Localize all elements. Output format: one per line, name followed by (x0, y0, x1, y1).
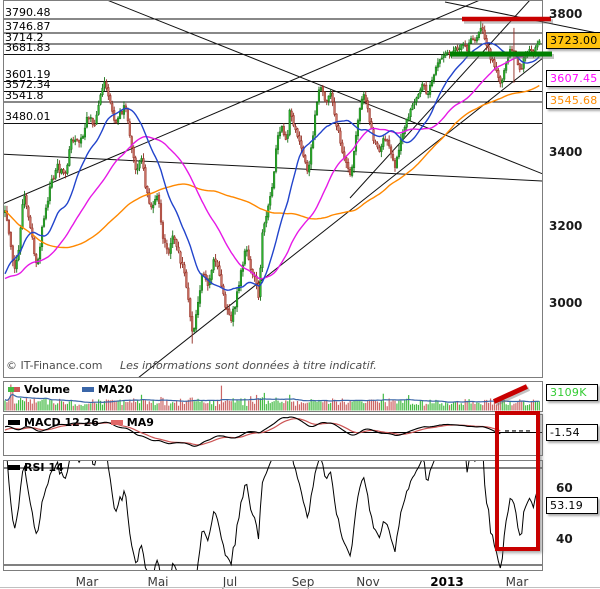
price-level-label: 3480.01 (5, 110, 51, 124)
rsi-chart (4, 461, 542, 570)
price-level-label: 3601.19 (5, 68, 51, 82)
month-label: Mar (505, 575, 529, 589)
rsi-value-box: 53.19 (546, 497, 598, 514)
price-level-label: 3714.2 (5, 30, 44, 44)
ma-magenta-value-box: 3607.45 (546, 70, 600, 87)
month-label: Mar (75, 575, 99, 589)
volume-legend-label: Volume (24, 383, 70, 396)
right-axis-label: 3800 (549, 7, 583, 21)
volume-value-box: 3109K (546, 384, 598, 401)
copyright-line: © IT-Finance.com Les informations sont d… (6, 359, 377, 372)
macd-line-icon (8, 420, 20, 425)
red-highlight-rectangle (495, 411, 540, 551)
volume-ma20-icon (81, 387, 94, 392)
copyright-text: © IT-Finance.com (6, 359, 103, 372)
macd-value-box: -1.54 (546, 424, 598, 441)
month-label: Nov (356, 575, 380, 589)
month-label: Mai (147, 575, 169, 589)
disclaimer-text: Les informations sont données à titre in… (120, 359, 377, 372)
main-price-panel (3, 0, 543, 378)
rsi-panel (3, 460, 543, 571)
price-level-label: 3541.8 (5, 88, 44, 102)
time-axis: Mar Mai Jul Sep Nov 2013 Mar (0, 571, 600, 589)
macd-chart (4, 416, 542, 447)
price-level-label: 3790.48 (5, 6, 51, 19)
volume-panel (3, 381, 543, 412)
right-axis-label: 3400 (549, 145, 583, 159)
price-level-label: 3746.87 (5, 20, 51, 34)
bottom-rule (0, 587, 600, 588)
macd-panel (3, 414, 543, 456)
right-axis-label: 3200 (549, 219, 583, 233)
ma-orange-value-box: 3545.68 (546, 92, 600, 109)
volume-ma20-label: MA20 (97, 383, 133, 396)
macd-ma9-label: MA9 (126, 416, 154, 429)
month-label: Jul (222, 575, 238, 589)
volume-legend: Volume MA20 (8, 384, 133, 395)
rsi-line-icon (8, 465, 20, 470)
rsi-60-label: 60 (556, 481, 573, 495)
month-label: Sep (291, 575, 315, 589)
rsi-40-label: 40 (556, 532, 573, 546)
macd-ma9-icon (110, 420, 123, 425)
rsi-legend: RSI 14 (8, 462, 64, 473)
candlestick-chart (4, 1, 542, 377)
macd-legend: MACD 12 26 MA9 (8, 417, 154, 428)
price-level-label: 3681.83 (5, 41, 51, 55)
rsi-legend-label: RSI 14 (24, 461, 64, 474)
right-axis-label: 3000 (549, 296, 583, 310)
month-label: 2013 (430, 575, 464, 589)
last-price-box: 3723.00 (546, 32, 600, 49)
volume-down-icon (14, 387, 20, 392)
macd-legend-label: MACD 12 26 (24, 416, 99, 429)
price-level-label: 3572.34 (5, 78, 51, 92)
volume-up-icon (8, 387, 14, 392)
volume-chart (4, 384, 540, 411)
